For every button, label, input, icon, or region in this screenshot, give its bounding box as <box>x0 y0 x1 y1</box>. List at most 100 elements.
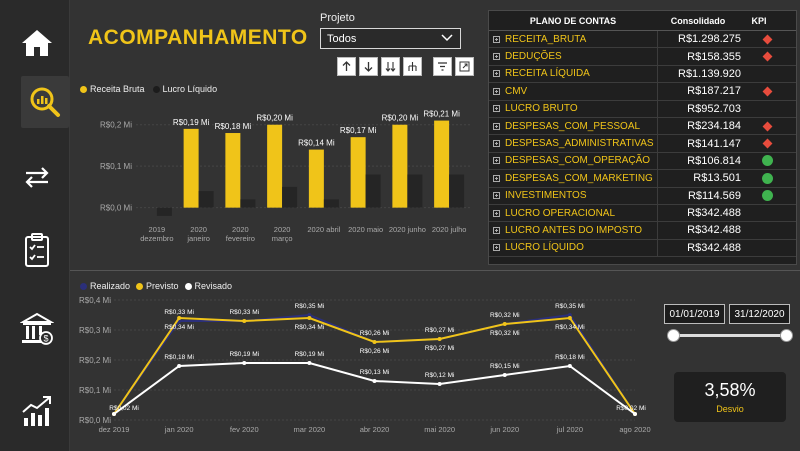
end-date-input[interactable]: 31/12/2020 <box>729 304 790 324</box>
nav-bank[interactable]: $ <box>18 310 56 348</box>
expand-row-button[interactable] <box>489 140 503 148</box>
line-chart: R$0,4 Mi R$0,3 Mi R$0,2 Mi R$0,1 Mi R$0,0 Mi… <box>79 296 651 434</box>
bar-receita-bruta[interactable] <box>350 137 366 208</box>
x-tick-label: 2019 <box>149 225 166 234</box>
point-revisado[interactable] <box>502 373 507 377</box>
bar-receita-bruta[interactable] <box>308 149 324 208</box>
account-name: RECEITA_BRUTA <box>505 33 587 45</box>
nav-home[interactable] <box>18 24 56 62</box>
focus-mode-button[interactable] <box>455 57 474 76</box>
table-row[interactable]: LUCRO OPERACIONAL R$342.488 <box>489 204 796 223</box>
bar-receita-bruta[interactable] <box>392 124 408 208</box>
nav-checklist[interactable] <box>18 231 56 269</box>
point-revisado[interactable] <box>437 382 442 386</box>
point-revisado[interactable] <box>112 412 116 416</box>
date-slider-end-handle[interactable] <box>780 329 793 342</box>
bar-lucro-liquido[interactable] <box>156 207 172 216</box>
bar-lucro-liquido[interactable] <box>449 174 465 208</box>
table-row[interactable]: RECEITA_BRUTA R$1.298.275 <box>489 31 796 49</box>
account-name: DESPESAS_COM_PESSOAL <box>505 120 641 132</box>
expand-row-button[interactable] <box>489 53 503 61</box>
expand-row-button[interactable] <box>489 122 503 130</box>
projeto-dropdown[interactable]: Todos <box>320 28 461 49</box>
table-row[interactable]: DEDUÇÕES R$158.355 <box>489 48 796 66</box>
point-realizado[interactable] <box>567 313 572 317</box>
table-row[interactable]: LUCRO ANTES DO IMPOSTO R$342.488 <box>489 222 796 240</box>
table-row[interactable]: DESPESAS_ADMINISTRATIVAS R$141.147 <box>489 135 796 153</box>
point-revisado[interactable] <box>307 361 312 365</box>
filter-button[interactable] <box>433 57 452 76</box>
table-row[interactable]: INVESTIMENTOS R$114.569 <box>489 187 796 205</box>
kpi-cell <box>747 138 787 149</box>
point-realizado[interactable] <box>307 313 312 317</box>
bar-receita-bruta[interactable] <box>267 124 283 208</box>
line-data-label: R$0,19 Mi <box>295 351 325 358</box>
nav-analytics[interactable] <box>21 76 69 128</box>
x-tick-label: 2020 junho <box>389 225 426 234</box>
line-data-label: R$0,02 Mi <box>616 405 646 412</box>
point-previsto[interactable] <box>372 340 377 344</box>
plano-de-contas-table: PLANO DE CONTAS Consolidado KPI RECEITA_… <box>488 10 797 265</box>
start-date-input[interactable]: 01/01/2019 <box>664 304 725 324</box>
point-previsto[interactable] <box>307 316 312 320</box>
bank-icon: $ <box>20 312 54 345</box>
expand-row-button[interactable] <box>489 157 503 165</box>
plus-box-icon <box>492 87 500 95</box>
bar-lucro-liquido[interactable] <box>240 199 256 208</box>
projeto-value: Todos <box>327 33 357 45</box>
line-data-label: R$0,33 Mi <box>164 309 194 316</box>
table-row[interactable]: DESPESAS_COM_OPERAÇÃO R$106.814 <box>489 152 796 171</box>
nav-growth[interactable] <box>18 392 56 430</box>
account-name: INVESTIMENTOS <box>505 190 587 202</box>
point-revisado[interactable] <box>567 364 572 368</box>
line-data-label: R$0,18 Mi <box>555 354 585 361</box>
bar-receita-bruta[interactable] <box>434 120 450 208</box>
expand-row-button[interactable] <box>489 244 503 252</box>
expand-row-button[interactable] <box>489 174 503 182</box>
point-revisado[interactable] <box>177 364 182 368</box>
bar-receita-bruta[interactable] <box>183 128 199 208</box>
bar-lucro-liquido[interactable] <box>323 199 339 208</box>
header-consolidado: Consolidado <box>670 15 726 26</box>
point-previsto[interactable] <box>567 316 572 320</box>
nav-transfer[interactable] <box>18 158 56 196</box>
line-data-label: R$0,35 Mi <box>555 303 585 310</box>
expand-row-button[interactable] <box>489 192 503 200</box>
point-previsto[interactable] <box>437 337 442 341</box>
table-row[interactable]: DESPESAS_COM_PESSOAL R$234.184 <box>489 117 796 136</box>
line-data-label: R$0,33 Mi <box>229 309 259 316</box>
line-data-label: R$0,18 Mi <box>164 354 194 361</box>
point-previsto[interactable] <box>177 316 182 320</box>
drill-down-button[interactable] <box>359 57 378 76</box>
y-tick-label: R$0,2 Mi <box>100 121 132 130</box>
point-revisado[interactable] <box>372 379 377 383</box>
next-level-button[interactable] <box>381 57 400 76</box>
bar-lucro-liquido[interactable] <box>407 174 423 208</box>
table-row[interactable]: CMV R$187.217 <box>489 83 796 101</box>
expand-row-button[interactable] <box>489 87 503 95</box>
date-slider-track[interactable] <box>674 334 786 337</box>
date-slider-start-handle[interactable] <box>667 329 680 342</box>
x-tick-label: dez 2019 <box>99 425 130 434</box>
kpi-red-diamond-icon <box>762 51 772 62</box>
point-previsto[interactable] <box>242 319 247 323</box>
expand-row-button[interactable] <box>489 105 503 113</box>
table-row[interactable]: RECEITA LÍQUIDA R$1.139.920 <box>489 65 796 84</box>
table-row[interactable]: DESPESAS_COM_MARKETING R$13.501 <box>489 170 796 188</box>
drill-up-button[interactable] <box>337 57 356 76</box>
point-revisado[interactable] <box>633 412 637 416</box>
point-revisado[interactable] <box>242 361 247 365</box>
bar-receita-bruta[interactable] <box>225 133 241 208</box>
table-body: RECEITA_BRUTA R$1.298.275 DEDUÇÕES R$158.35… <box>489 31 796 258</box>
expand-row-button[interactable] <box>489 35 503 43</box>
expand-row-button[interactable] <box>489 70 503 78</box>
expand-hierarchy-button[interactable] <box>403 57 422 76</box>
table-row[interactable]: LUCRO LÍQUIDO R$342.488 <box>489 239 796 258</box>
table-row[interactable]: LUCRO BRUTO R$952.703 <box>489 100 796 118</box>
expand-row-button[interactable] <box>489 226 503 234</box>
bar-lucro-liquido[interactable] <box>365 174 381 208</box>
bar-lucro-liquido[interactable] <box>198 191 214 208</box>
point-previsto[interactable] <box>502 322 507 326</box>
bar-lucro-liquido[interactable] <box>282 186 298 208</box>
expand-row-button[interactable] <box>489 209 503 217</box>
